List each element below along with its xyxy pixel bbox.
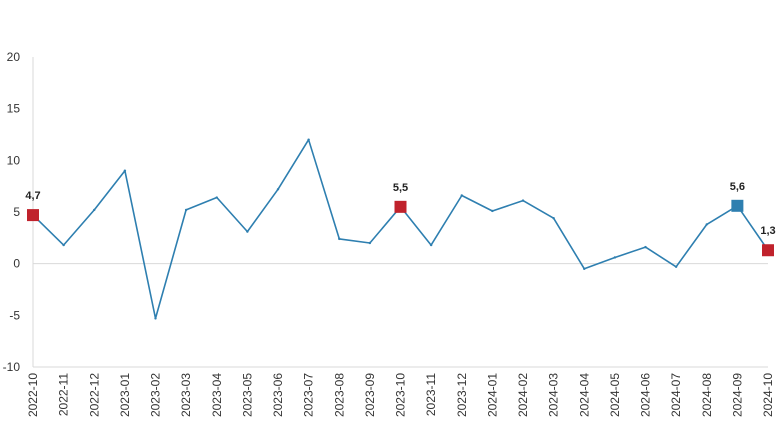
data-point — [705, 223, 708, 226]
highlight-marker — [394, 200, 407, 213]
data-point — [552, 217, 555, 220]
data-point — [613, 256, 617, 259]
x-tick-label: 2022-11 — [57, 373, 71, 416]
data-point — [154, 317, 157, 320]
x-tick-label: 2023-06 — [271, 373, 285, 417]
data-point — [123, 169, 127, 172]
x-tick-label: 2024-01 — [485, 373, 499, 417]
data-point — [307, 138, 310, 141]
x-tick-label: 2023-08 — [332, 373, 346, 417]
data-point — [521, 199, 525, 202]
x-tick-label: 2023-05 — [240, 373, 254, 417]
y-tick-label: 0 — [13, 257, 20, 271]
x-tick-label: 2022-12 — [87, 373, 101, 417]
series-line — [32, 138, 769, 320]
data-point — [368, 241, 372, 245]
x-tick-label: 2024-10 — [761, 373, 775, 417]
data-point — [276, 188, 280, 191]
x-tick-label: 2024-09 — [730, 373, 744, 417]
x-tick-label: 2024-05 — [608, 373, 622, 417]
x-tick-label: 2024-04 — [577, 373, 591, 417]
data-point — [491, 209, 494, 213]
data-point — [93, 208, 96, 212]
x-tick-label: 2024-06 — [639, 373, 653, 417]
x-tick-label: 2023-01 — [118, 373, 132, 417]
x-tick-label: 2023-02 — [149, 373, 163, 417]
highlight-marker — [731, 199, 744, 212]
data-point — [460, 194, 463, 197]
y-tick-label: -10 — [3, 360, 21, 374]
data-point — [62, 243, 65, 247]
data-point — [246, 230, 249, 233]
y-tick-label: 5 — [13, 205, 20, 219]
x-tick-label: 2023-07 — [302, 373, 316, 417]
y-tick-label: 10 — [7, 153, 21, 167]
x-tick-label: 2023-11 — [424, 373, 438, 416]
data-point — [215, 196, 218, 199]
x-tick-label: 2022-10 — [26, 373, 40, 417]
y-tick-label: 15 — [7, 102, 21, 116]
x-tick-label: 2024-03 — [547, 373, 561, 417]
x-tick-label: 2024-07 — [669, 373, 683, 417]
data-label: 5,6 — [730, 181, 745, 193]
x-tick-label: 2024-08 — [700, 373, 714, 417]
data-point — [429, 243, 433, 247]
data-point — [644, 245, 647, 249]
data-point — [583, 267, 586, 271]
highlight-marker — [27, 209, 39, 222]
data-label: 1,3 — [760, 225, 775, 237]
data-point — [674, 265, 678, 268]
x-tick-label: 2023-04 — [210, 373, 224, 417]
y-tick-label: -5 — [9, 308, 20, 322]
highlight-marker — [762, 244, 774, 257]
data-point — [184, 208, 188, 212]
data-point — [338, 237, 341, 241]
x-tick-label: 2023-10 — [394, 373, 408, 417]
x-tick-label: 2023-03 — [179, 373, 193, 417]
data-label: 5,5 — [393, 182, 408, 194]
x-tick-label: 2024-02 — [516, 373, 530, 417]
data-label: 4,7 — [25, 190, 40, 202]
x-tick-label: 2023-09 — [363, 373, 377, 417]
x-tick-label: 2023-12 — [455, 373, 469, 417]
y-tick-label: 20 — [7, 50, 21, 64]
